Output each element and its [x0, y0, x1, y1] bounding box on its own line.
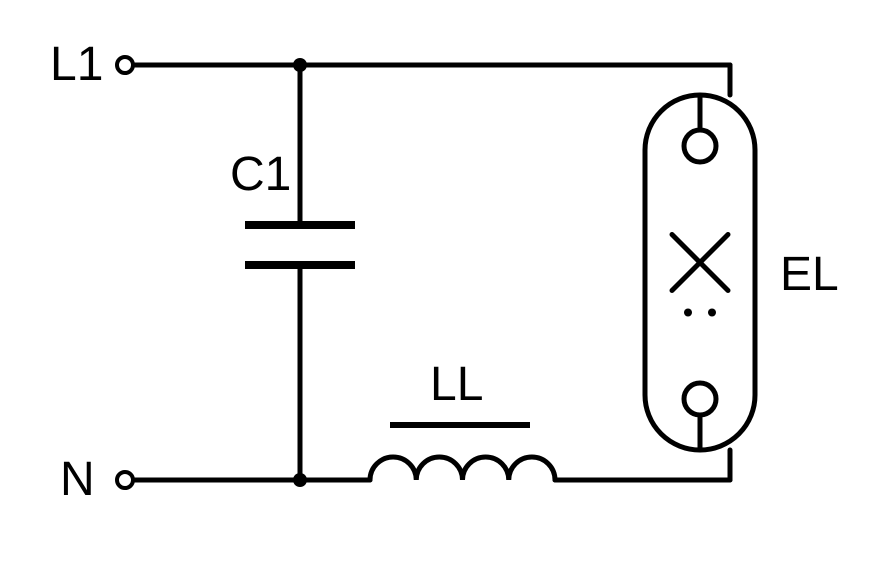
label-EL: EL [780, 248, 839, 301]
lamp-electrode-bottom [684, 383, 716, 415]
inductor-coil [370, 457, 555, 480]
junction-0 [293, 58, 307, 72]
label-L1: L1 [50, 38, 103, 91]
label-C1: C1 [230, 148, 291, 201]
junction-1 [293, 473, 307, 487]
terminal-L1 [117, 57, 133, 73]
terminal-N [117, 472, 133, 488]
label-LL: LL [430, 358, 483, 411]
lamp-electrode-top [684, 130, 716, 162]
lamp-dot-1 [708, 309, 716, 317]
label-N: N [60, 453, 95, 506]
lamp-dot-0 [684, 309, 692, 317]
circuit-schematic: L1 N C1 LL EL [0, 0, 874, 564]
